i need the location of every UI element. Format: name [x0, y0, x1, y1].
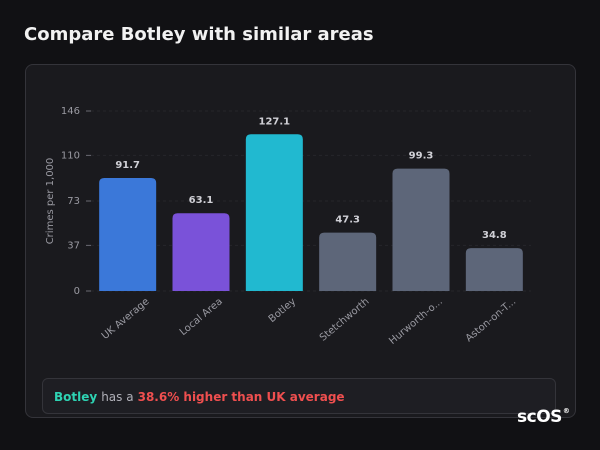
y-tick-label: 0 [74, 286, 80, 297]
bar [465, 248, 523, 291]
x-tick-label: Local Area [178, 296, 225, 338]
value-label: 127.1 [259, 116, 291, 127]
summary-text: has a [101, 390, 134, 404]
x-tick-label: Stetchworth [318, 296, 372, 344]
page-title: Compare Botley with similar areas [24, 24, 374, 45]
x-tick-label: Botley [267, 296, 298, 325]
summary-highlight: 38.6% higher than UK average [137, 390, 345, 404]
y-tick-label: 146 [61, 106, 80, 117]
value-label: 91.7 [115, 160, 140, 171]
logo: scOS® [517, 407, 570, 427]
x-tick-label: Aston-on-T... [464, 296, 518, 344]
y-tick-label: 73 [67, 196, 80, 207]
summary-area: Botley [54, 390, 98, 404]
logo-text: scOS [517, 407, 562, 427]
y-tick-label: 37 [67, 240, 80, 251]
value-label: 99.3 [409, 151, 434, 162]
bar [172, 213, 230, 291]
bar [319, 232, 377, 291]
bar [99, 177, 157, 291]
value-label: 47.3 [335, 215, 360, 226]
logo-mark: ® [562, 407, 570, 415]
x-tick-label: Hurworth-o... [387, 296, 445, 347]
value-label: 34.8 [482, 230, 507, 241]
y-axis-label: Crimes per 1,000 [45, 158, 56, 245]
value-label: 63.1 [189, 195, 214, 206]
x-tick-label: UK Average [100, 296, 152, 342]
bar [392, 168, 450, 291]
summary: Botley has a 38.6% higher than UK average [42, 378, 556, 414]
bar [245, 134, 303, 291]
y-tick-label: 110 [61, 150, 80, 161]
